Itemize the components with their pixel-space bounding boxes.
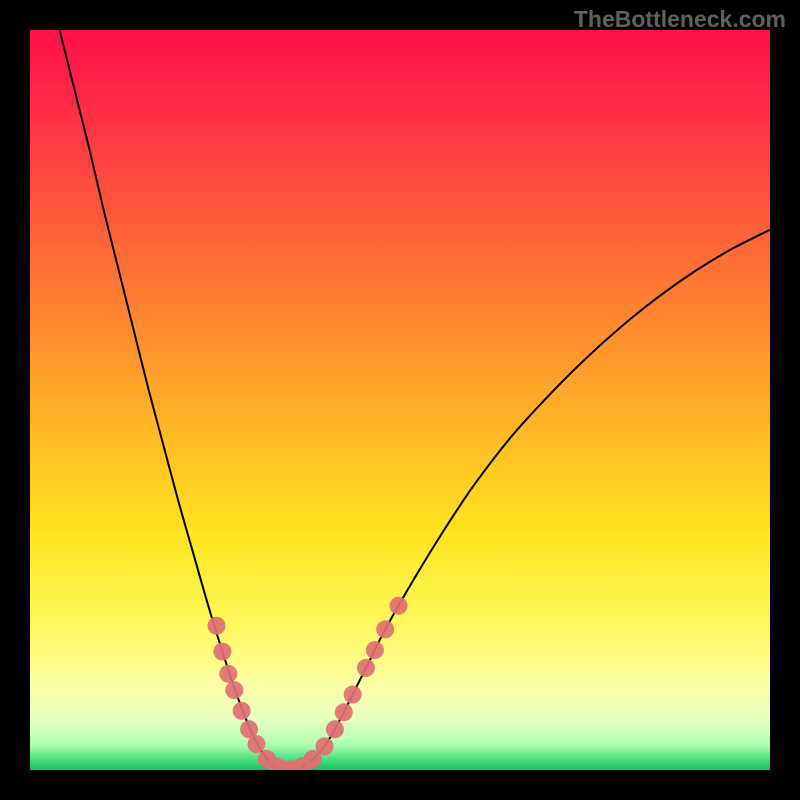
curve-marker — [207, 617, 225, 635]
curve-marker — [376, 620, 394, 638]
curve-marker — [213, 643, 231, 661]
gradient-background — [30, 30, 770, 770]
curve-marker — [225, 681, 243, 699]
curve-marker — [326, 720, 344, 738]
curve-marker — [233, 702, 251, 720]
curve-marker — [344, 686, 362, 704]
curve-marker — [390, 597, 408, 615]
curve-marker — [316, 737, 334, 755]
chart-frame — [0, 0, 800, 800]
watermark-text: TheBottleneck.com — [574, 6, 786, 33]
curve-marker — [366, 641, 384, 659]
curve-marker — [247, 735, 265, 753]
curve-marker — [219, 665, 237, 683]
curve-marker — [335, 703, 353, 721]
bottleneck-v-curve-chart — [0, 0, 800, 800]
curve-marker — [357, 659, 375, 677]
